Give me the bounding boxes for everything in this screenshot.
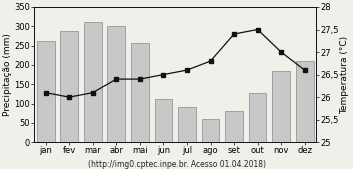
Bar [202, 119, 219, 142]
Bar [296, 61, 313, 142]
Bar [108, 26, 125, 142]
Text: (http://img0.cptec.inpe.br. Acesso 01.04.2018): (http://img0.cptec.inpe.br. Acesso 01.04… [88, 160, 265, 169]
Bar [249, 93, 267, 142]
Bar [60, 31, 78, 142]
Bar [84, 22, 102, 142]
Bar [155, 99, 172, 142]
Y-axis label: Temperatura (°C): Temperatura (°C) [341, 35, 349, 114]
Y-axis label: Precipitação (mm): Precipitação (mm) [4, 33, 12, 116]
Bar [37, 41, 54, 142]
Bar [178, 107, 196, 142]
Bar [225, 111, 243, 142]
Bar [131, 43, 149, 142]
Bar [272, 71, 290, 142]
